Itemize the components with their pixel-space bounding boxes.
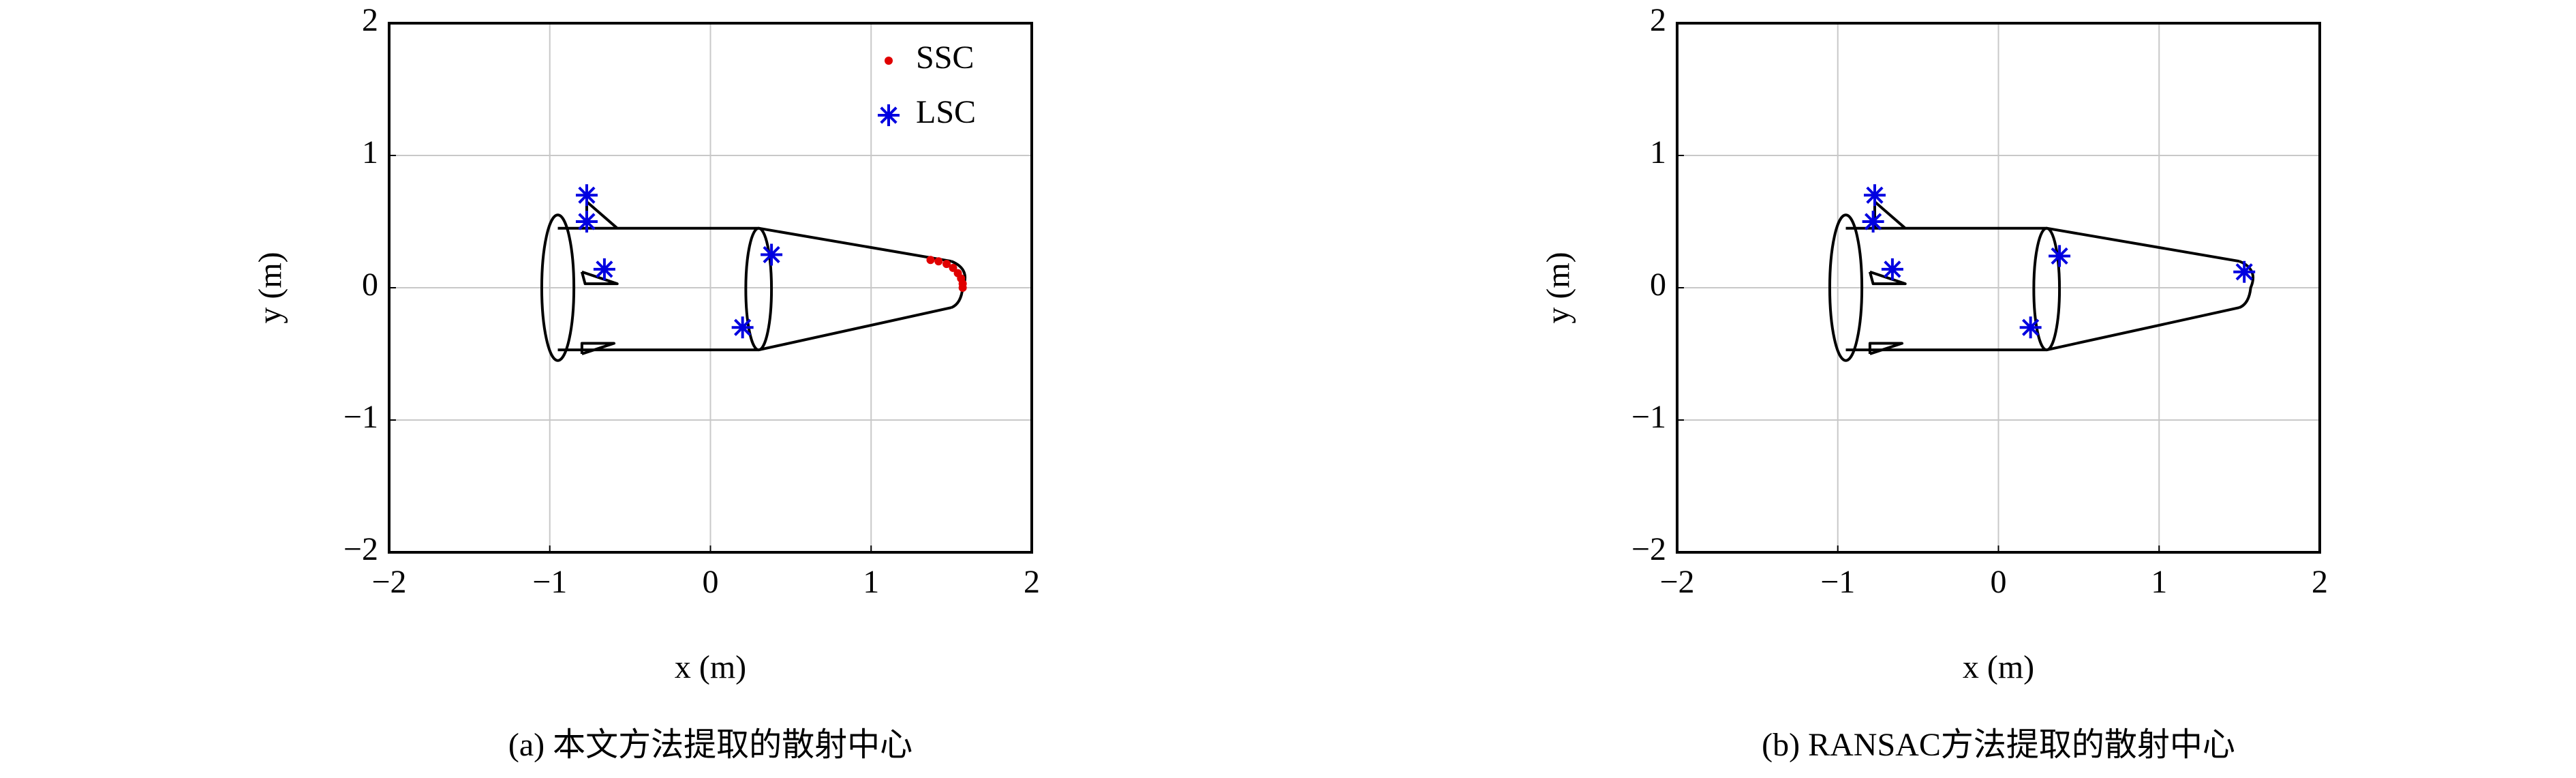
y-tick-label: 1 — [362, 134, 378, 170]
ssc-point — [942, 260, 951, 269]
caption: (a) 本文方法提取的散射中心 — [508, 727, 913, 763]
y-tick-label: −2 — [343, 531, 378, 567]
legend-label: SSC — [916, 40, 974, 76]
x-tick-label: 1 — [863, 564, 879, 600]
lsc-point — [2233, 260, 2256, 283]
outline-line — [557, 226, 952, 263]
chart-panel: −2 −1 0 1 2 −2 −1 0 1 2 x (m) y (m) (b) RANSAC方法提取的散… — [1540, 2, 2328, 763]
outline-ellipse — [1828, 213, 1864, 362]
marker-stroke — [596, 260, 613, 278]
x-tick-label: −1 — [532, 564, 567, 600]
marker-stroke — [578, 213, 596, 230]
marker-stroke — [2235, 263, 2253, 281]
marker-stroke — [1865, 213, 1882, 230]
y-tick-label: 2 — [1650, 2, 1666, 38]
axes-frame — [388, 22, 1033, 554]
marker-stroke — [880, 106, 898, 124]
x-tick-label: −2 — [1659, 564, 1694, 600]
x-tick-label: 2 — [1024, 564, 1040, 600]
lsc-point — [1863, 184, 1886, 207]
x-tick-label: −1 — [1820, 564, 1855, 600]
y-tick-label: −2 — [1631, 531, 1666, 567]
target-outline — [540, 200, 967, 362]
ssc-point — [949, 263, 957, 272]
lsc-point — [731, 316, 754, 339]
x-tick-label: 1 — [2151, 564, 2167, 600]
lsc-point — [1881, 258, 1903, 280]
x-tick-label: 2 — [2312, 564, 2328, 600]
y-axis-label: y (m) — [252, 252, 288, 323]
axes-frame — [1676, 22, 2321, 554]
lsc-point — [2019, 316, 2042, 339]
y-tick-label: −1 — [1631, 399, 1666, 435]
marker-stroke — [578, 186, 596, 204]
marker-stroke — [1866, 186, 1884, 204]
y-tick-label: 2 — [362, 2, 378, 38]
marker-stroke — [763, 245, 780, 264]
legend-marker — [885, 57, 893, 65]
y-tick-label: 0 — [1650, 267, 1666, 303]
outline-line — [1873, 200, 1907, 230]
outline-line — [1868, 342, 1904, 355]
outline-ellipse — [540, 213, 576, 362]
legend-marker — [878, 104, 900, 126]
x-tick-label: −2 — [371, 564, 406, 600]
marker-stroke — [2022, 318, 2040, 336]
lsc-point — [1862, 211, 1884, 233]
outline-line — [1845, 306, 2240, 352]
chart-panel: −2 −1 0 1 2 −2 −1 0 1 2 SSC LSC x (m) y (m) (a) 本文方法提取… — [252, 2, 1040, 763]
marker-stroke — [1884, 260, 1901, 278]
lsc-point — [593, 258, 615, 280]
outline-line — [557, 306, 952, 352]
outline-line — [585, 200, 619, 230]
y-tick-label: 1 — [1650, 134, 1666, 170]
outline-line — [580, 270, 619, 286]
lsc-point — [575, 184, 598, 207]
y-tick-label: −1 — [343, 399, 378, 435]
target-outline — [1828, 200, 2255, 362]
marker-stroke — [2051, 247, 2068, 265]
ssc-point — [926, 256, 935, 265]
ssc-point — [934, 257, 943, 266]
y-axis-label: y (m) — [1540, 252, 1576, 323]
outline-line — [580, 342, 616, 355]
marker-stroke — [734, 318, 752, 336]
outline-line — [1845, 226, 2240, 263]
outline-ellipse — [2032, 226, 2061, 352]
legend-label: LSC — [916, 94, 976, 130]
outline-ellipse — [744, 226, 773, 352]
outline-line — [1868, 270, 1907, 286]
caption: (b) RANSAC方法提取的散射中心 — [1762, 727, 2235, 763]
y-tick-label: 0 — [362, 267, 378, 303]
x-axis-label: x (m) — [1963, 649, 2034, 685]
lsc-point — [2049, 245, 2071, 267]
ssc-point — [958, 284, 967, 292]
lsc-point — [761, 243, 783, 266]
x-tick-label: 0 — [703, 564, 719, 600]
lsc-point — [575, 211, 598, 233]
x-axis-label: x (m) — [675, 649, 746, 685]
x-tick-label: 0 — [1991, 564, 2007, 600]
